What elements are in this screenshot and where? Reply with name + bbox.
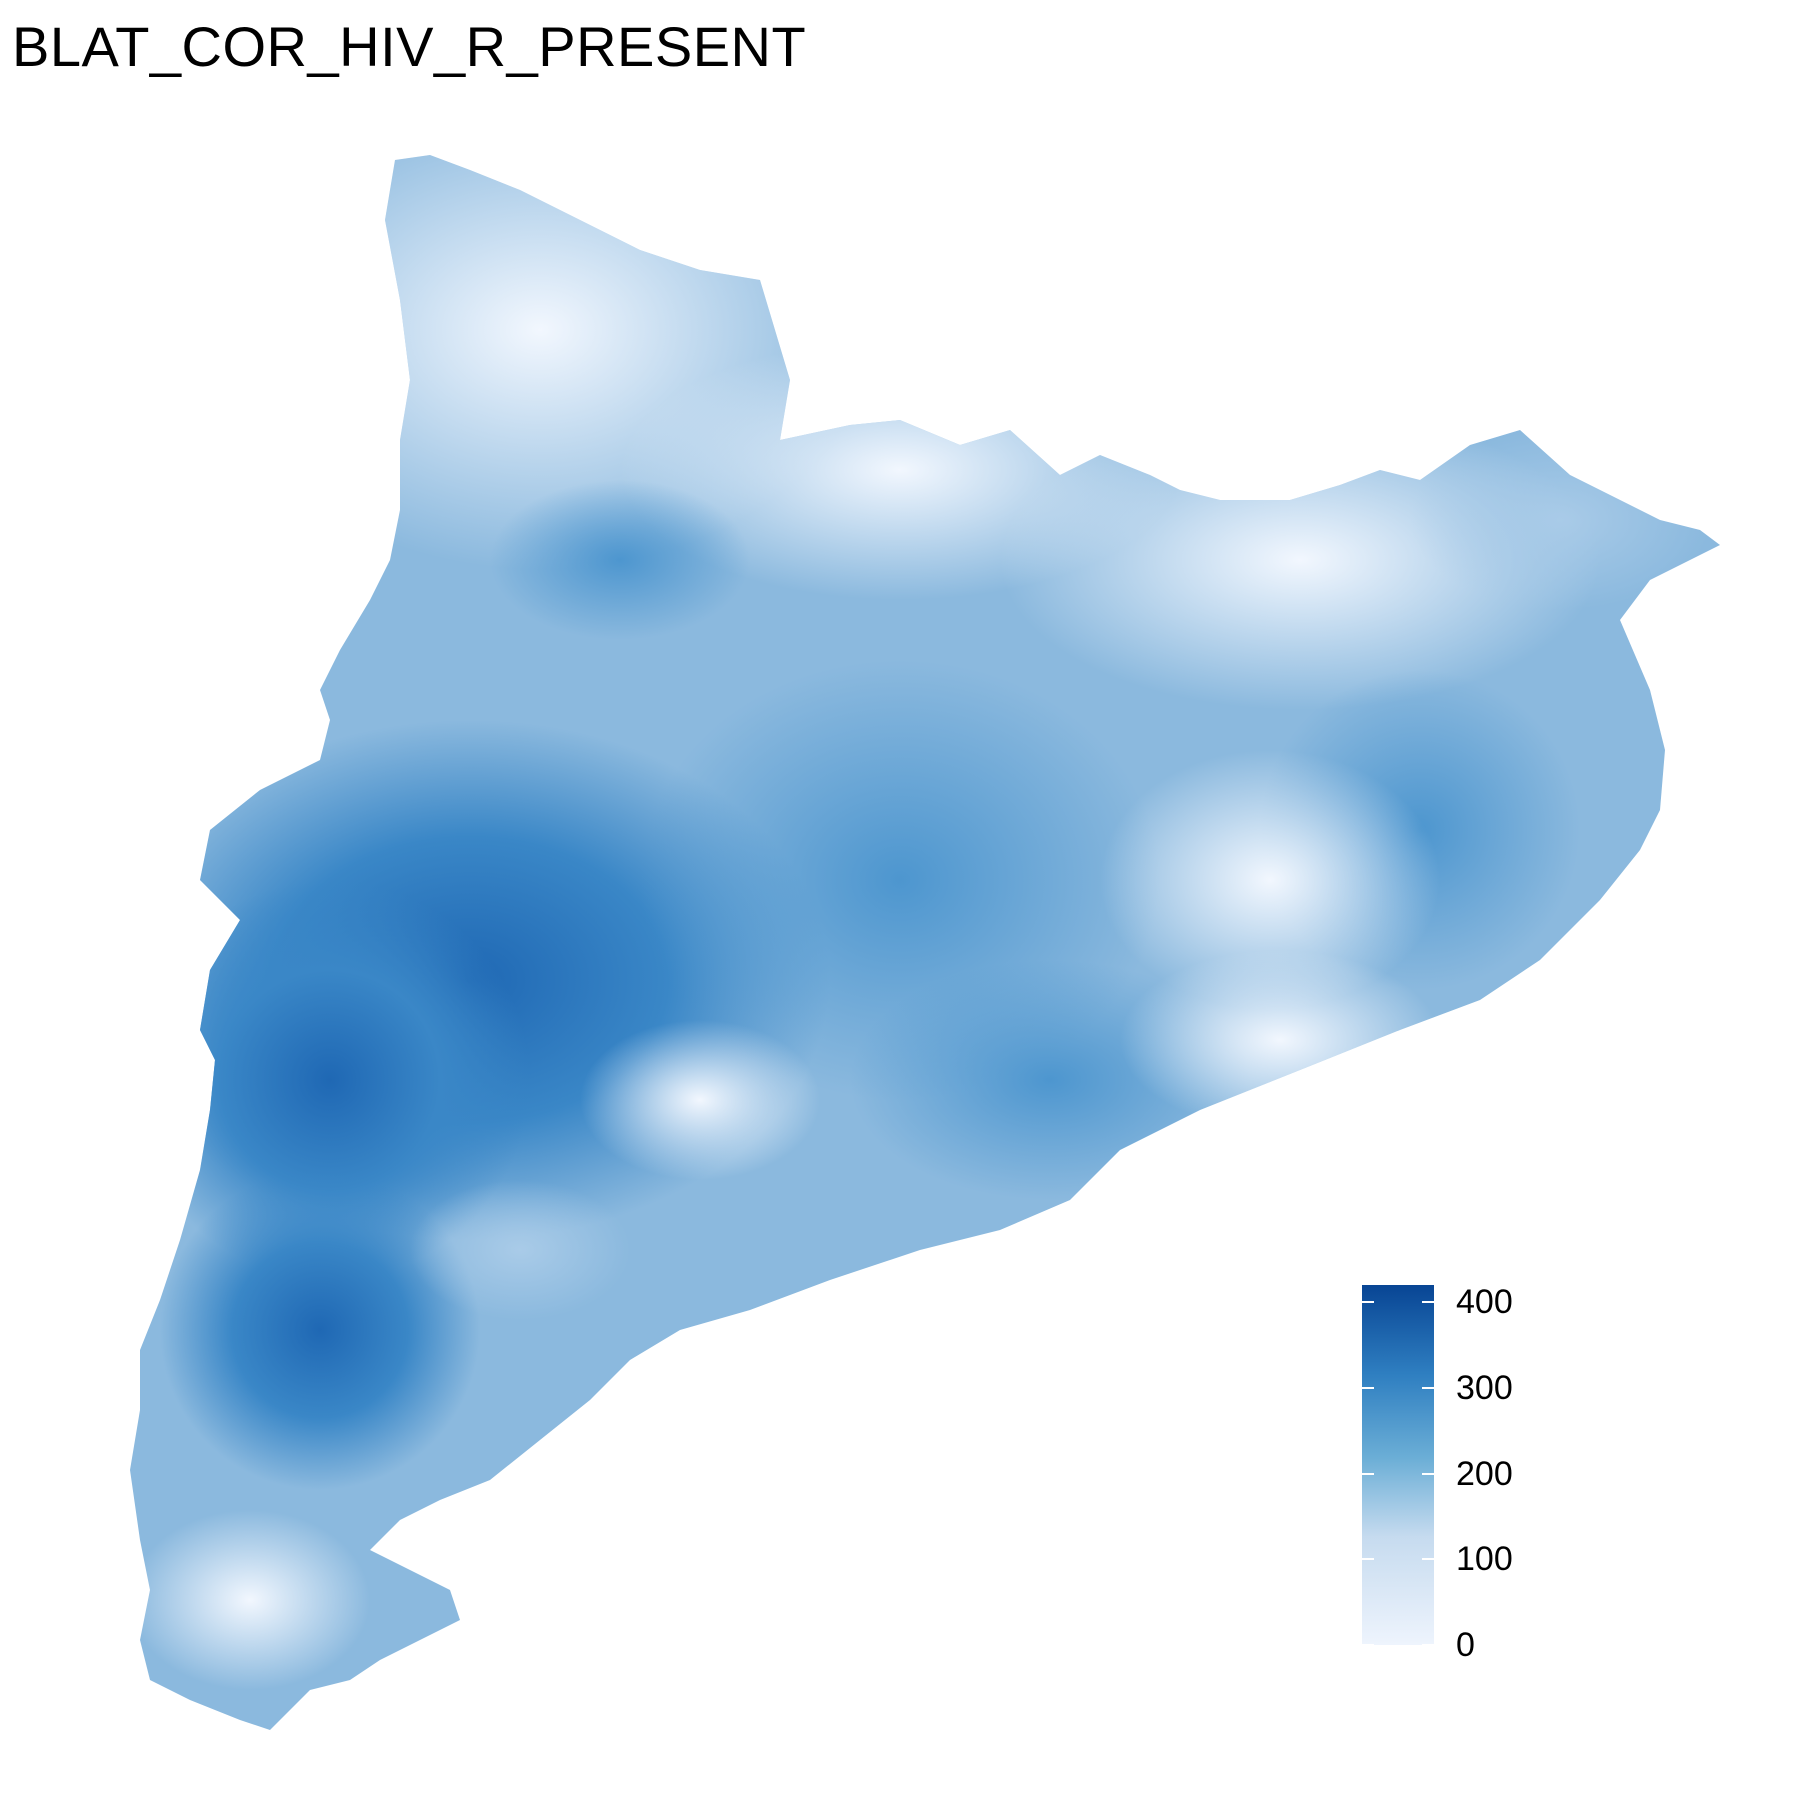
legend-tick-label: 300 xyxy=(1456,1368,1513,1407)
legend-tick-label: 400 xyxy=(1456,1283,1513,1322)
legend-tick-mark xyxy=(1422,1472,1434,1475)
legend-tick-label: 200 xyxy=(1456,1454,1513,1493)
legend-tick-mark xyxy=(1422,1644,1434,1646)
legend-tick-mark xyxy=(1362,1558,1374,1561)
legend-tick-label: 100 xyxy=(1456,1540,1513,1579)
legend-tick-mark xyxy=(1422,1386,1434,1389)
legend-tick-mark xyxy=(1422,1301,1434,1304)
legend-tick-mark xyxy=(1362,1386,1374,1389)
legend-tick-mark xyxy=(1422,1558,1434,1561)
legend-tick-label: 0 xyxy=(1456,1626,1475,1664)
map-title: BLAT_COR_HIV_R_PRESENT xyxy=(12,15,807,78)
legend-tick-mark xyxy=(1362,1301,1374,1304)
legend-colorbar xyxy=(1362,1285,1434,1645)
legend-tick-mark xyxy=(1362,1644,1374,1646)
legend-tick-mark xyxy=(1362,1472,1374,1475)
